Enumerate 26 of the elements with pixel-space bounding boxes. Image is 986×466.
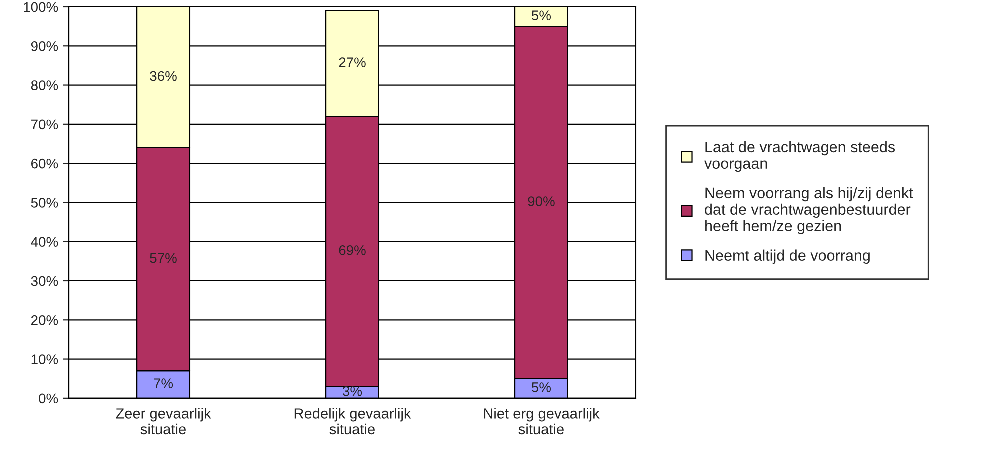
y-tick-label: 100%	[24, 2, 58, 12]
y-tick-label: 40%	[31, 237, 58, 248]
y-tick-label: 20%	[32, 315, 58, 326]
y-tick-label: 50%	[31, 198, 58, 208]
y-tick-label: 30%	[31, 276, 58, 286]
legend-label: Neem voorrang als hij/zij denkt dat de vrachtwagenbestuurder heeft hem/ze gezien	[705, 187, 914, 235]
y-tick-label: 10%	[32, 354, 58, 364]
data-label: 57%	[150, 253, 177, 264]
data-label: 7%	[154, 378, 174, 388]
legend-label: Neemt altijd de voorrang	[706, 250, 870, 264]
data-label: 36%	[150, 71, 177, 82]
y-tick-label: 70%	[32, 120, 58, 130]
data-label: 90%	[528, 196, 555, 206]
x-tick-label: Redelijk gevaarlijk situatie	[294, 408, 412, 435]
x-tick-label: Niet erg gevaarlijk situatie	[484, 408, 600, 435]
y-tick-label: 60%	[32, 158, 58, 169]
y-tick-label: 80%	[31, 80, 58, 90]
x-tick-label: Zeer gevaarlijk situatie	[116, 408, 212, 435]
legend-label: Laat de vrachtwagen steeds voorgaan	[704, 141, 896, 172]
y-tick-label: 90%	[31, 41, 58, 52]
data-label: 27%	[339, 58, 366, 68]
data-label: 69%	[339, 246, 366, 256]
data-label: 5%	[532, 382, 552, 392]
data-label: 5%	[532, 10, 552, 21]
data-label: 3%	[342, 386, 362, 396]
y-tick-label: 0%	[39, 394, 58, 404]
